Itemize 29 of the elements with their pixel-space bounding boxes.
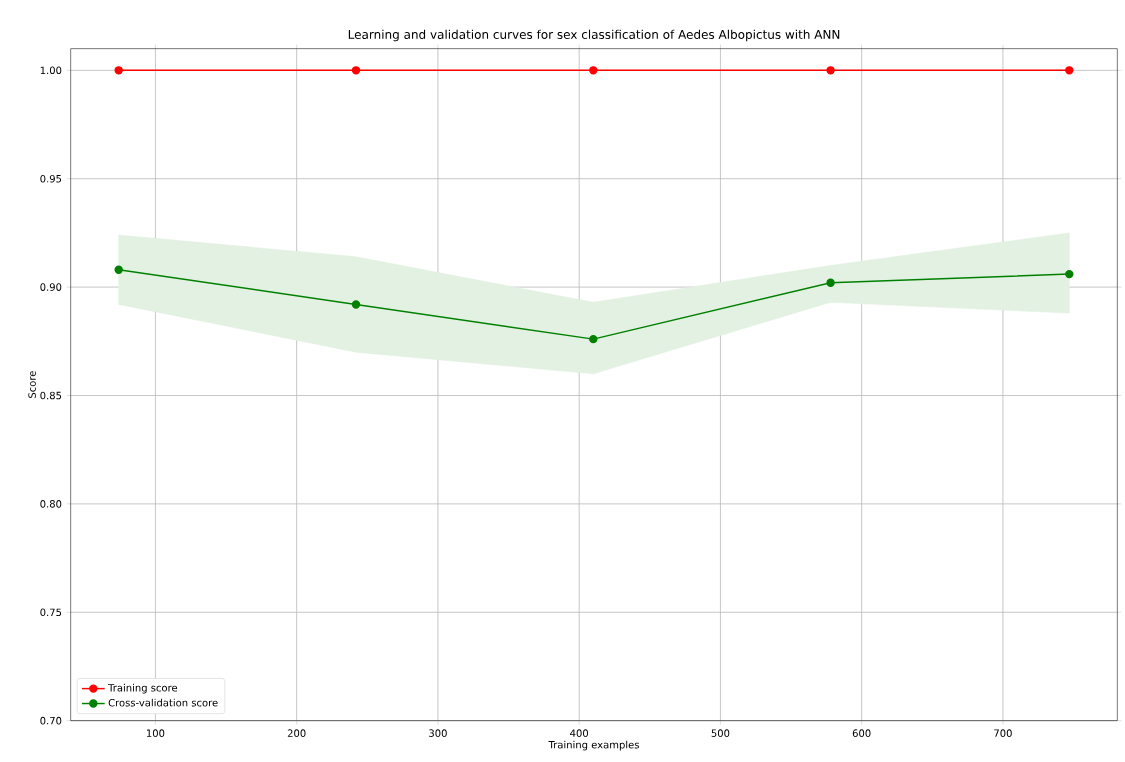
x-tick-label: 400	[570, 729, 589, 737]
legend-label: Cross-validation score	[108, 698, 218, 707]
y-tick-label: 0.70	[40, 716, 62, 725]
chart-title: Learning and validation curves for sex classification of Aedes Albopictus with ANN	[348, 29, 840, 42]
legend-label: Training score	[108, 683, 178, 694]
y-tick-label: 0.90	[40, 283, 62, 291]
x-tick-label: 500	[711, 729, 730, 737]
y-tick-label: 0.75	[40, 608, 62, 617]
y-tick-label: 0.80	[40, 500, 62, 508]
point	[114, 265, 123, 274]
y-axis-title: Score	[28, 371, 36, 398]
y-tick-label: 1.00	[40, 66, 62, 75]
point	[826, 278, 835, 287]
point	[1065, 269, 1074, 279]
x-tick-label: 200	[287, 729, 306, 737]
x-tick-label: 600	[852, 729, 871, 737]
x-tick-label: 100	[146, 729, 165, 737]
point	[589, 334, 598, 344]
x-axis-title: Training examples	[548, 740, 639, 751]
point	[351, 300, 361, 309]
point	[351, 66, 361, 75]
y-tick-label: 0.95	[40, 174, 62, 183]
point	[589, 66, 598, 75]
x-tick-label: 700	[994, 729, 1012, 737]
y-tick-label: 0.85	[40, 391, 62, 400]
point	[1065, 66, 1074, 75]
x-tick-label: 300	[429, 729, 447, 737]
point	[114, 66, 123, 75]
point	[826, 66, 835, 75]
